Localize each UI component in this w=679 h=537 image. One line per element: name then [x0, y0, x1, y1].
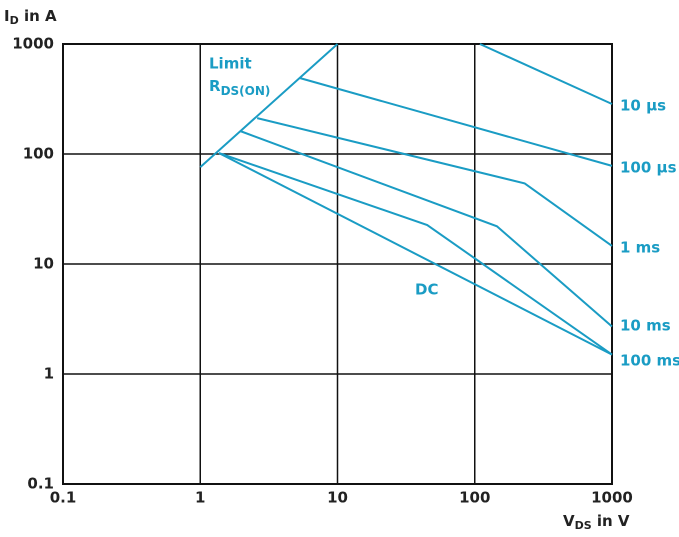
- x-axis-label: VDS in V: [563, 512, 630, 533]
- x-tick-label: 1000: [591, 489, 633, 507]
- rds-sub: DS(ON): [221, 84, 271, 98]
- series-label: 10 µs: [620, 97, 666, 115]
- x-tick-label: 10: [327, 489, 348, 507]
- y-tick-label: 0.1: [27, 475, 54, 493]
- soa-line: [256, 117, 613, 247]
- y-tick-label: 1: [44, 365, 54, 383]
- y-tick-label: 10: [33, 255, 54, 273]
- series-label: DC: [415, 281, 438, 299]
- soa-line: [199, 43, 339, 168]
- soa-line: [218, 152, 613, 356]
- x-label-main: V: [563, 512, 575, 530]
- y-tick-label: 1000: [12, 35, 54, 53]
- series-label: 100 ms: [620, 352, 679, 370]
- x-tick-label: 1: [195, 489, 205, 507]
- rds-label: RDS(ON): [209, 77, 270, 98]
- x-tick-label: 100: [459, 489, 490, 507]
- soa-line: [218, 152, 613, 356]
- soa-line: [239, 130, 613, 328]
- soa-line: [479, 43, 613, 105]
- y-label-main: I: [4, 7, 10, 25]
- y-label-sub: D: [10, 14, 19, 27]
- y-axis-label: ID in A: [4, 7, 57, 28]
- x-label-rest: in V: [592, 512, 630, 530]
- rds-main: R: [209, 77, 221, 95]
- limit-label: Limit: [209, 55, 252, 73]
- soa-line: [299, 77, 613, 167]
- x-tick-label: 0.1: [50, 489, 77, 507]
- series-label: 100 µs: [620, 159, 677, 177]
- series-label: 10 ms: [620, 317, 671, 335]
- x-label-sub: DS: [575, 519, 592, 532]
- y-tick-label: 100: [23, 145, 54, 163]
- series-label: 1 ms: [620, 239, 660, 257]
- y-label-rest: in A: [19, 7, 57, 25]
